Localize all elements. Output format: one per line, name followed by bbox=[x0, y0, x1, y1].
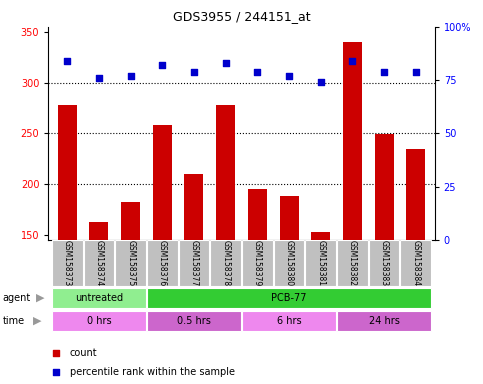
Bar bbox=[343, 42, 362, 240]
Point bbox=[63, 58, 71, 64]
Text: GSM158384: GSM158384 bbox=[411, 240, 420, 286]
Bar bbox=[115, 240, 146, 286]
Point bbox=[380, 69, 388, 75]
Bar bbox=[337, 240, 368, 286]
Point bbox=[190, 69, 198, 75]
Text: GSM158381: GSM158381 bbox=[316, 240, 325, 286]
Bar bbox=[242, 311, 336, 331]
Bar bbox=[153, 125, 172, 240]
Text: 0.5 hrs: 0.5 hrs bbox=[177, 316, 211, 326]
Bar bbox=[52, 311, 146, 331]
Point bbox=[127, 73, 134, 79]
Point bbox=[317, 79, 325, 85]
Bar bbox=[374, 134, 394, 240]
Text: GSM158382: GSM158382 bbox=[348, 240, 357, 286]
Text: 24 hrs: 24 hrs bbox=[369, 316, 399, 326]
Text: GSM158373: GSM158373 bbox=[63, 240, 72, 286]
Point bbox=[285, 73, 293, 79]
Bar bbox=[280, 196, 298, 240]
Bar bbox=[369, 240, 399, 286]
Bar bbox=[400, 240, 431, 286]
Bar bbox=[121, 202, 140, 240]
Bar bbox=[248, 189, 267, 240]
Point bbox=[412, 69, 420, 75]
Bar bbox=[58, 105, 77, 240]
Bar bbox=[406, 149, 425, 240]
Bar bbox=[185, 174, 203, 240]
Text: PCB-77: PCB-77 bbox=[271, 293, 307, 303]
Bar bbox=[147, 240, 178, 286]
Text: agent: agent bbox=[2, 293, 30, 303]
Text: 0 hrs: 0 hrs bbox=[86, 316, 111, 326]
Text: GSM158379: GSM158379 bbox=[253, 240, 262, 286]
Text: GSM158383: GSM158383 bbox=[380, 240, 388, 286]
Bar bbox=[311, 232, 330, 240]
Bar bbox=[89, 222, 109, 240]
Text: GSM158380: GSM158380 bbox=[284, 240, 294, 286]
Point bbox=[95, 75, 103, 81]
Point bbox=[52, 349, 60, 356]
Point bbox=[349, 58, 356, 64]
Text: count: count bbox=[70, 348, 97, 358]
Point bbox=[158, 62, 166, 68]
Bar bbox=[52, 288, 146, 308]
Bar bbox=[211, 240, 241, 286]
Text: 6 hrs: 6 hrs bbox=[277, 316, 301, 326]
Bar bbox=[147, 311, 241, 331]
Text: ▶: ▶ bbox=[36, 293, 45, 303]
Bar bbox=[147, 288, 431, 308]
Text: GSM158374: GSM158374 bbox=[95, 240, 103, 286]
Text: ▶: ▶ bbox=[33, 316, 42, 326]
Bar bbox=[52, 240, 83, 286]
Text: GSM158375: GSM158375 bbox=[126, 240, 135, 286]
Bar bbox=[242, 240, 272, 286]
Bar bbox=[305, 240, 336, 286]
Bar bbox=[84, 240, 114, 286]
Bar bbox=[216, 105, 235, 240]
Text: percentile rank within the sample: percentile rank within the sample bbox=[70, 367, 235, 377]
Bar bbox=[337, 311, 431, 331]
Point bbox=[254, 69, 261, 75]
Text: GSM158378: GSM158378 bbox=[221, 240, 230, 286]
Point bbox=[222, 60, 229, 66]
Text: time: time bbox=[2, 316, 25, 326]
Point bbox=[52, 369, 60, 375]
Bar bbox=[179, 240, 209, 286]
Text: GSM158377: GSM158377 bbox=[189, 240, 199, 286]
Bar bbox=[274, 240, 304, 286]
Text: untreated: untreated bbox=[75, 293, 123, 303]
Text: GSM158376: GSM158376 bbox=[158, 240, 167, 286]
Title: GDS3955 / 244151_at: GDS3955 / 244151_at bbox=[173, 10, 310, 23]
